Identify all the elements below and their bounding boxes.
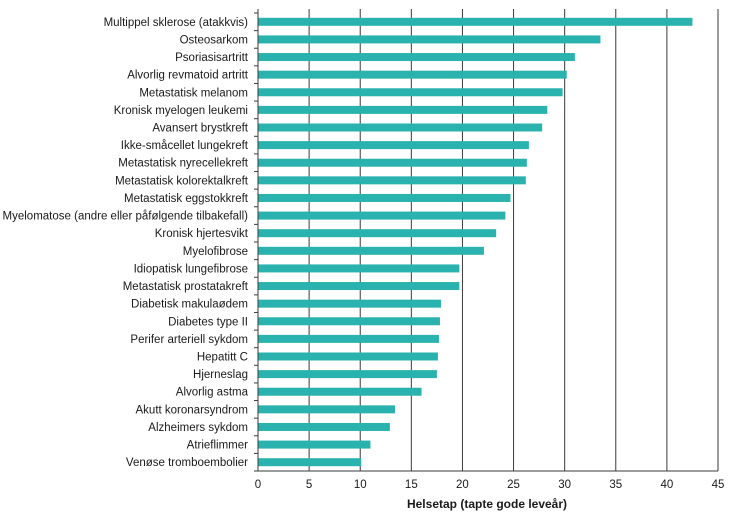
category-label: Metastatisk melanom: [139, 87, 248, 99]
bar: [258, 282, 460, 291]
bar: [258, 123, 543, 132]
category-label: Akutt koronarsyndrom: [136, 404, 249, 416]
bar: [258, 141, 529, 150]
x-axis-title: Helsetap (tapte gode leveår): [407, 497, 567, 511]
category-label: Metastatisk nyrecellekreft: [118, 158, 249, 170]
category-label: Multippel sklerose (atakkvis): [104, 17, 249, 29]
category-labels: Multippel sklerose (atakkvis) Osteosarkom…: [3, 17, 249, 469]
x-tick-labels: 0 5 10 15 20 25 30 35 40 45: [255, 479, 725, 491]
x-tick-label: 0: [255, 479, 261, 491]
category-label: Psoriasisartritt: [175, 52, 249, 64]
bar: [258, 176, 526, 185]
bar: [258, 370, 437, 379]
x-tick-label: 35: [609, 479, 622, 491]
bars: [258, 17, 693, 467]
x-tick-label: 25: [507, 479, 520, 491]
category-label: Avansert brystkreft: [152, 123, 248, 135]
grid-lines: [254, 9, 719, 472]
bar: [258, 299, 441, 308]
bar: [258, 53, 575, 62]
bar: [258, 105, 548, 114]
bar: [258, 35, 601, 44]
category-label: Myelomatose (andre eller påfølgende tilb…: [3, 211, 249, 223]
x-tick-label: 20: [456, 479, 469, 491]
x-tick-label: 45: [712, 479, 725, 491]
category-label: Idiopatisk lungefibrose: [134, 263, 248, 275]
category-label: Hepatitt C: [197, 352, 248, 364]
category-label: Hjerneslag: [193, 369, 248, 381]
category-label: Venøse tromboembolier: [126, 457, 248, 469]
bar: [258, 334, 439, 343]
bar: [258, 458, 362, 467]
category-label: Perifer arteriell sykdom: [130, 334, 248, 346]
category-label: Osteosarkom: [180, 34, 248, 46]
category-label: Alzheimers sykdom: [148, 422, 248, 434]
category-label: Alvorlig astma: [176, 387, 249, 399]
x-tick-label: 30: [558, 479, 571, 491]
bar: [258, 88, 563, 97]
category-label: Kronisk myelogen leukemi: [114, 105, 248, 117]
x-tick-label: 40: [660, 479, 673, 491]
bar: [258, 193, 511, 202]
x-tick-label: 10: [354, 479, 367, 491]
bar: [258, 158, 527, 167]
bar: [258, 264, 460, 273]
category-label: Kronisk hjertesvikt: [155, 228, 249, 240]
bar: [258, 246, 484, 255]
category-label: Ikke-småcellet lungekreft: [121, 140, 249, 152]
bar: [258, 405, 395, 414]
bar: [258, 17, 693, 26]
category-label: Diabetisk makulaødem: [131, 299, 248, 311]
category-label: Diabetes type II: [168, 316, 248, 328]
bar: [258, 352, 438, 361]
bar: [258, 422, 390, 431]
x-tick-label: 15: [405, 479, 418, 491]
bar: [258, 317, 440, 326]
bar: [258, 211, 506, 220]
bar: [258, 387, 422, 396]
category-label: Alvorlig revmatoid artritt: [127, 70, 249, 82]
x-tick-label: 5: [306, 479, 312, 491]
bar: [258, 440, 371, 449]
category-label: Myelofibrose: [183, 246, 248, 258]
category-label: Metastatisk prostatakreft: [123, 281, 249, 293]
bar: [258, 70, 567, 79]
category-label: Atrieflimmer: [187, 440, 249, 452]
bar: [258, 229, 497, 238]
category-label: Metastatisk kolorektalkreft: [115, 175, 249, 187]
category-label: Metastatisk eggstokkreft: [124, 193, 249, 205]
